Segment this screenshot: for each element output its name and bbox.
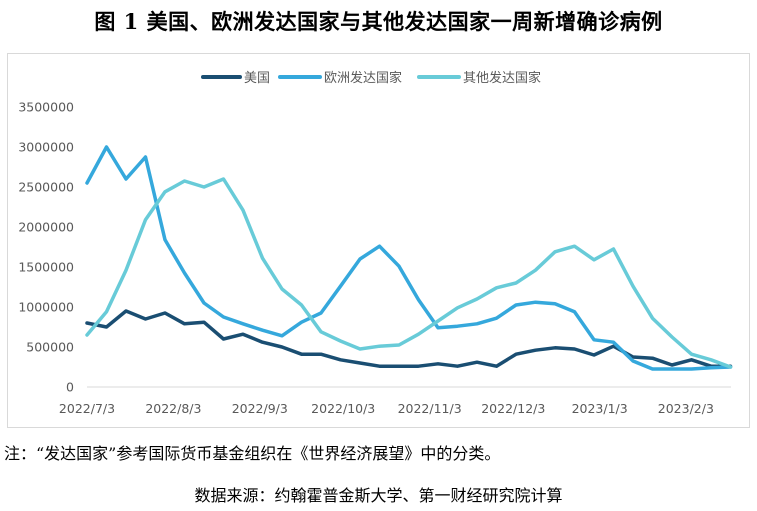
x-tick-label: 2022/12/3 — [481, 401, 545, 416]
x-tick-label: 2023/2/3 — [658, 401, 714, 416]
legend-label: 其他发达国家 — [463, 70, 541, 86]
y-tick-label: 3000000 — [18, 140, 74, 155]
chart-title: 图 1 美国、欧洲发达国家与其他发达国家一周新增确诊病例 — [94, 9, 663, 34]
y-tick-label: 3500000 — [18, 100, 74, 115]
data-source: 数据来源：约翰霍普金斯大学、第一财经研究院计算 — [194, 486, 563, 505]
legend: 美国 欧洲发达国家 其他发达国家 — [201, 70, 541, 86]
series-line-2 — [85, 177, 733, 369]
footnote: 注：“发达国家”参考国际货币基金组织在《世界经济展望》中的分类。 — [4, 444, 501, 463]
x-tick-label: 2022/11/3 — [398, 401, 462, 416]
x-tick-label: 2022/10/3 — [311, 401, 375, 416]
data-lines — [85, 145, 733, 371]
y-tick-label: 500000 — [26, 340, 74, 355]
y-tick-label: 2500000 — [18, 180, 74, 195]
x-tick-label: 2023/1/3 — [572, 401, 628, 416]
x-axis: 2022/7/3 2022/8/3 2022/9/3 2022/10/3 2022/11… — [59, 401, 714, 416]
y-tick-label: 1000000 — [18, 300, 74, 315]
line-chart: 美国 欧洲发达国家 其他发达国家 0 500000 1000000 1500000 2000… — [18, 70, 733, 416]
y-tick-label: 2000000 — [18, 220, 74, 235]
y-tick-label: 1500000 — [18, 260, 74, 275]
y-tick-label: 0 — [66, 380, 74, 395]
legend-label: 欧洲发达国家 — [324, 70, 402, 86]
series-line-1 — [85, 145, 733, 371]
x-tick-label: 2022/7/3 — [59, 401, 115, 416]
legend-label: 美国 — [244, 71, 270, 86]
x-tick-label: 2022/8/3 — [145, 401, 201, 416]
y-axis: 0 500000 1000000 1500000 2000000 2500000 30000… — [18, 100, 74, 395]
chart-frame — [7, 53, 750, 428]
x-tick-label: 2022/9/3 — [232, 401, 288, 416]
